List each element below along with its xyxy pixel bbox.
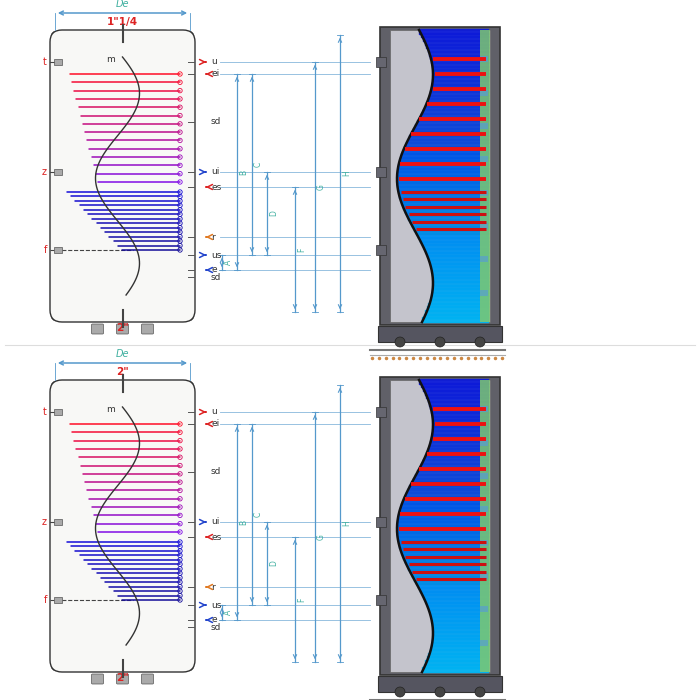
FancyBboxPatch shape — [92, 324, 104, 334]
Circle shape — [475, 337, 485, 347]
Bar — [480, 506, 488, 512]
Bar — [390, 380, 490, 672]
Text: F: F — [297, 597, 306, 602]
Text: e: e — [211, 265, 216, 274]
Text: C: C — [254, 162, 263, 167]
Text: H: H — [342, 171, 351, 176]
Text: sd: sd — [211, 622, 221, 631]
Bar — [480, 56, 488, 62]
Bar — [480, 256, 488, 262]
Text: u: u — [211, 407, 217, 416]
Bar — [480, 30, 490, 322]
Bar — [54, 247, 62, 253]
Bar — [480, 573, 488, 579]
Bar — [376, 167, 386, 177]
Bar — [480, 290, 488, 296]
Text: f: f — [43, 245, 47, 255]
Circle shape — [395, 687, 405, 697]
Bar — [480, 473, 488, 479]
FancyBboxPatch shape — [50, 30, 195, 322]
Circle shape — [395, 337, 405, 347]
Text: B: B — [239, 519, 248, 524]
Bar — [378, 326, 502, 342]
Bar — [480, 540, 488, 546]
Text: 2": 2" — [116, 323, 129, 333]
Text: e: e — [211, 615, 216, 624]
Text: m: m — [106, 405, 115, 414]
Bar — [54, 597, 62, 603]
Bar — [480, 606, 488, 612]
FancyBboxPatch shape — [380, 27, 500, 325]
Bar — [376, 57, 386, 67]
FancyBboxPatch shape — [116, 674, 129, 684]
Bar — [480, 190, 488, 196]
Text: G: G — [317, 184, 326, 190]
Text: u: u — [211, 57, 217, 66]
Text: H: H — [342, 521, 351, 526]
Circle shape — [435, 337, 445, 347]
FancyBboxPatch shape — [92, 674, 104, 684]
Bar — [376, 595, 386, 605]
Bar — [390, 30, 490, 322]
Bar — [376, 407, 386, 417]
Text: C: C — [254, 512, 263, 517]
Bar — [480, 640, 488, 646]
Bar — [54, 59, 62, 65]
Text: r: r — [211, 232, 215, 241]
Text: De: De — [116, 0, 130, 9]
Text: sd: sd — [211, 468, 221, 477]
Text: r: r — [211, 582, 215, 592]
Text: us: us — [211, 601, 221, 610]
Text: es: es — [211, 183, 221, 192]
FancyBboxPatch shape — [141, 324, 153, 334]
Text: ei: ei — [211, 419, 219, 428]
Bar — [54, 409, 62, 415]
Text: m: m — [106, 55, 115, 64]
FancyBboxPatch shape — [50, 380, 195, 672]
Text: B: B — [239, 169, 248, 174]
Bar — [376, 245, 386, 255]
Text: es: es — [211, 533, 221, 542]
Bar — [54, 169, 62, 175]
Bar — [480, 90, 488, 96]
Text: sd: sd — [211, 118, 221, 127]
Text: us: us — [211, 251, 221, 260]
Text: D: D — [269, 211, 278, 216]
Text: ei: ei — [211, 69, 219, 78]
Text: t: t — [43, 407, 47, 417]
Text: z: z — [42, 167, 47, 177]
FancyBboxPatch shape — [116, 324, 129, 334]
Text: De: De — [116, 349, 130, 359]
Text: F: F — [297, 247, 306, 252]
Text: ui: ui — [211, 517, 219, 526]
Bar — [480, 380, 490, 672]
FancyBboxPatch shape — [141, 674, 153, 684]
Bar — [378, 676, 502, 692]
FancyBboxPatch shape — [380, 377, 500, 675]
Circle shape — [435, 687, 445, 697]
Bar — [480, 406, 488, 412]
FancyBboxPatch shape — [52, 382, 193, 670]
Bar — [480, 123, 488, 129]
Text: f: f — [43, 595, 47, 605]
Bar — [480, 223, 488, 229]
Text: G: G — [317, 534, 326, 540]
Text: A: A — [224, 260, 233, 265]
Text: z: z — [42, 517, 47, 527]
Text: 2": 2" — [116, 673, 129, 683]
Circle shape — [475, 687, 485, 697]
Text: t: t — [43, 57, 47, 67]
Bar — [480, 440, 488, 446]
Bar — [376, 517, 386, 527]
Text: 2": 2" — [116, 367, 129, 377]
Text: 1"1/4: 1"1/4 — [107, 17, 138, 27]
Text: ui: ui — [211, 167, 219, 176]
Text: sd: sd — [211, 272, 221, 281]
FancyBboxPatch shape — [52, 32, 193, 320]
Text: D: D — [269, 561, 278, 566]
Bar — [480, 156, 488, 162]
Text: A: A — [224, 610, 233, 615]
Bar — [54, 519, 62, 525]
